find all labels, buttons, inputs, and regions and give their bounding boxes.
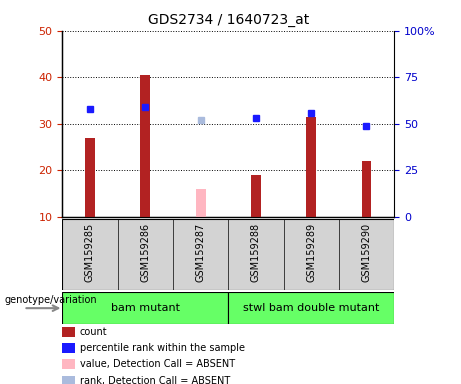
Text: GSM159289: GSM159289 — [306, 222, 316, 281]
Text: count: count — [80, 327, 107, 337]
Text: rank, Detection Call = ABSENT: rank, Detection Call = ABSENT — [80, 376, 230, 384]
Bar — [228, 292, 394, 324]
Bar — [62, 292, 228, 324]
Bar — [251, 175, 261, 217]
Text: stwl bam double mutant: stwl bam double mutant — [243, 303, 379, 313]
Text: GSM159290: GSM159290 — [361, 222, 372, 281]
Text: GSM159288: GSM159288 — [251, 222, 261, 281]
Text: percentile rank within the sample: percentile rank within the sample — [80, 343, 245, 353]
Text: GSM159285: GSM159285 — [85, 222, 95, 282]
Bar — [306, 117, 316, 217]
Text: value, Detection Call = ABSENT: value, Detection Call = ABSENT — [80, 359, 235, 369]
Bar — [195, 189, 206, 217]
Text: genotype/variation: genotype/variation — [5, 295, 97, 305]
Bar — [140, 75, 150, 217]
Bar — [361, 161, 372, 217]
Text: GSM159287: GSM159287 — [195, 222, 206, 282]
Bar — [85, 138, 95, 217]
Text: GSM159286: GSM159286 — [140, 222, 150, 281]
Title: GDS2734 / 1640723_at: GDS2734 / 1640723_at — [148, 13, 309, 27]
Text: bam mutant: bam mutant — [111, 303, 180, 313]
